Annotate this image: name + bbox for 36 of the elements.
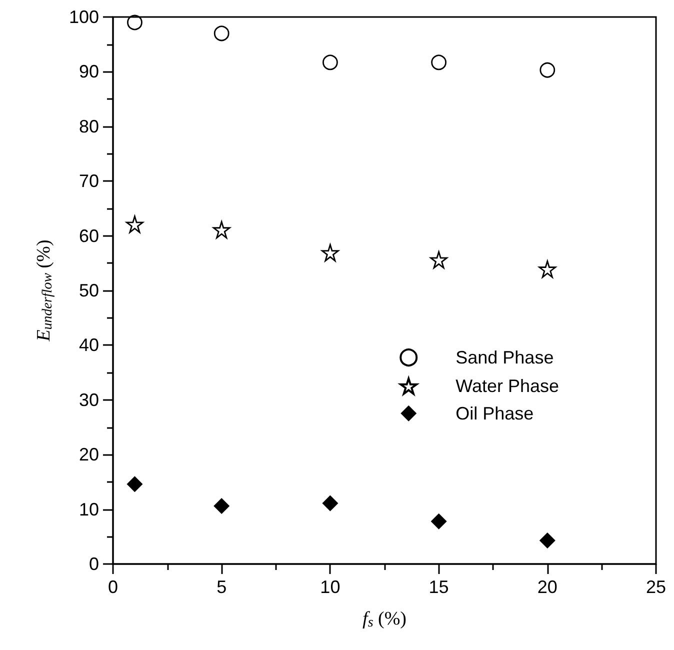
- x-tick-label: 10: [320, 577, 340, 597]
- y-tick-label: 70: [78, 171, 99, 192]
- y-tick-label: 50: [78, 280, 99, 300]
- point: [322, 495, 338, 512]
- point: [322, 244, 339, 262]
- point: [430, 251, 448, 269]
- point: [430, 513, 447, 530]
- y-tick-label: 10: [78, 499, 99, 520]
- point: [214, 26, 230, 42]
- x-tick-label: 25: [646, 577, 666, 597]
- point: [126, 476, 143, 492]
- point: [212, 221, 230, 238]
- point: [126, 216, 144, 234]
- legend-label: Water Phase: [456, 376, 560, 396]
- point: [127, 14, 142, 30]
- y-tick-label: 60: [78, 226, 99, 246]
- x-tick-label: 20: [537, 577, 558, 597]
- x-tick-label: 15: [428, 577, 449, 597]
- legend-label: Oil Phase: [456, 403, 534, 424]
- y-tick-label: 100: [68, 7, 99, 27]
- y-axis-title: Eunderflow (%): [34, 240, 56, 342]
- point: [540, 62, 556, 78]
- point: [322, 54, 338, 70]
- point: [431, 54, 446, 70]
- point: [214, 498, 230, 514]
- point: [539, 532, 556, 548]
- y-tick-label: 40: [78, 335, 99, 356]
- y-tick-label: 80: [78, 116, 99, 136]
- y-tick-label: 30: [78, 390, 99, 410]
- x-tick-label: 0: [108, 577, 118, 597]
- y-tick-label: 20: [78, 444, 99, 465]
- x-tick-label: 5: [216, 577, 227, 597]
- y-tick-label: 90: [78, 62, 99, 82]
- y-tick-label: 0: [88, 554, 99, 574]
- legend-label: Sand Phase: [456, 348, 554, 368]
- point: [538, 260, 556, 278]
